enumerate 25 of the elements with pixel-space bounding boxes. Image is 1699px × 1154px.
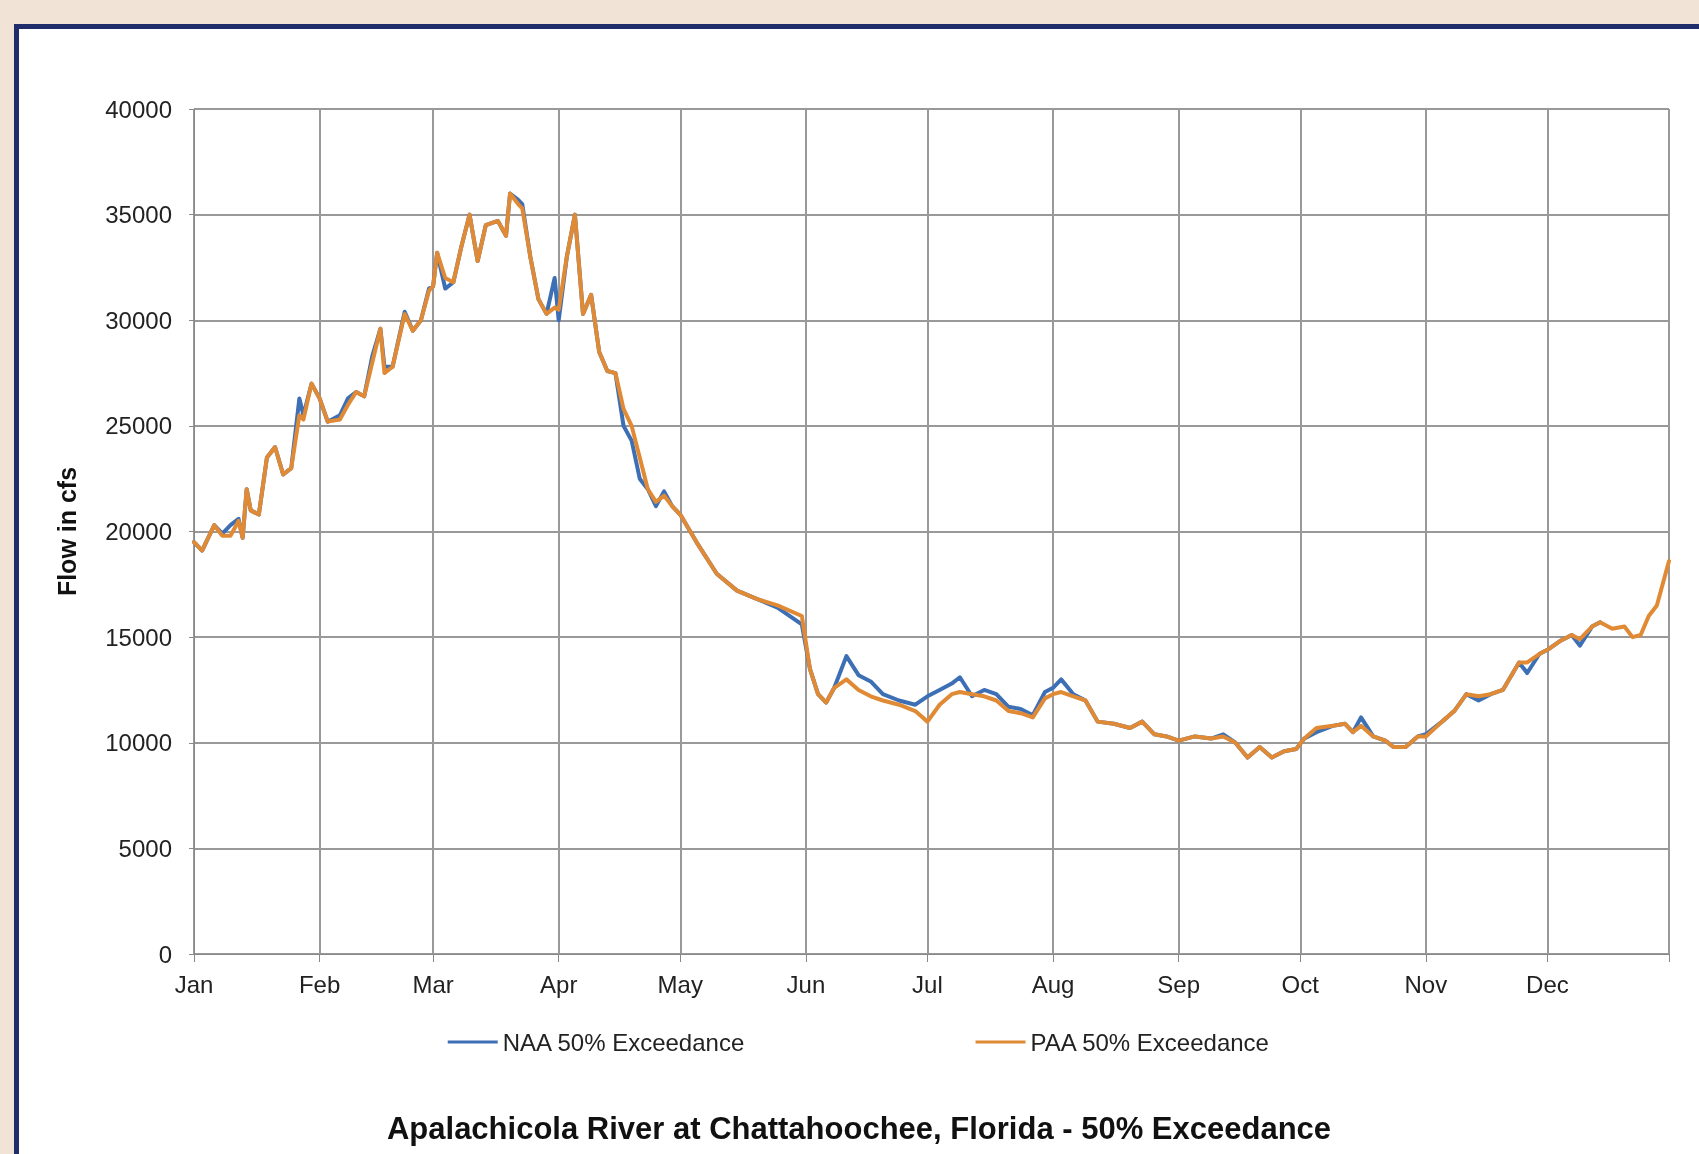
x-tick-label: Apr: [540, 970, 578, 998]
text: Apalachicola River at Chattahoochee, Florida - 50% Exceedance: [386, 1111, 1332, 1146]
y-axis-title: Flow in cfs: [52, 466, 81, 597]
x-tick-label: Jun: [786, 970, 826, 998]
y-tick-label: 0: [158, 940, 172, 968]
x-tick-label: Oct: [1281, 970, 1320, 998]
y-tick-label: 40000: [105, 95, 172, 123]
y-tick-label: 5000: [118, 834, 172, 862]
x-tick-label: Aug: [1031, 970, 1075, 998]
y-tick-label: 25000: [105, 412, 172, 440]
y-tick-label: 15000: [105, 623, 172, 651]
y-tick-label: 30000: [105, 306, 172, 334]
x-tick-label: Sep: [1157, 970, 1201, 998]
x-tick-label: Dec: [1526, 970, 1569, 998]
y-tick-label: 10000: [105, 729, 172, 757]
x-tick-label: Mar: [412, 970, 454, 998]
y-tick-label: 35000: [105, 201, 172, 229]
x-tick-label: Nov: [1404, 970, 1448, 998]
x-tick-label: Jan: [174, 970, 214, 998]
y-tick-label: 20000: [105, 518, 172, 545]
x-tick-label: Jul: [912, 970, 943, 998]
x-tick-label: Feb: [298, 970, 341, 998]
legend-label: NAA 50% Exceedance: [502, 1028, 745, 1056]
x-tick-label: May: [657, 970, 703, 998]
legend-label: PAA 50% Exceedance: [1030, 1028, 1269, 1056]
